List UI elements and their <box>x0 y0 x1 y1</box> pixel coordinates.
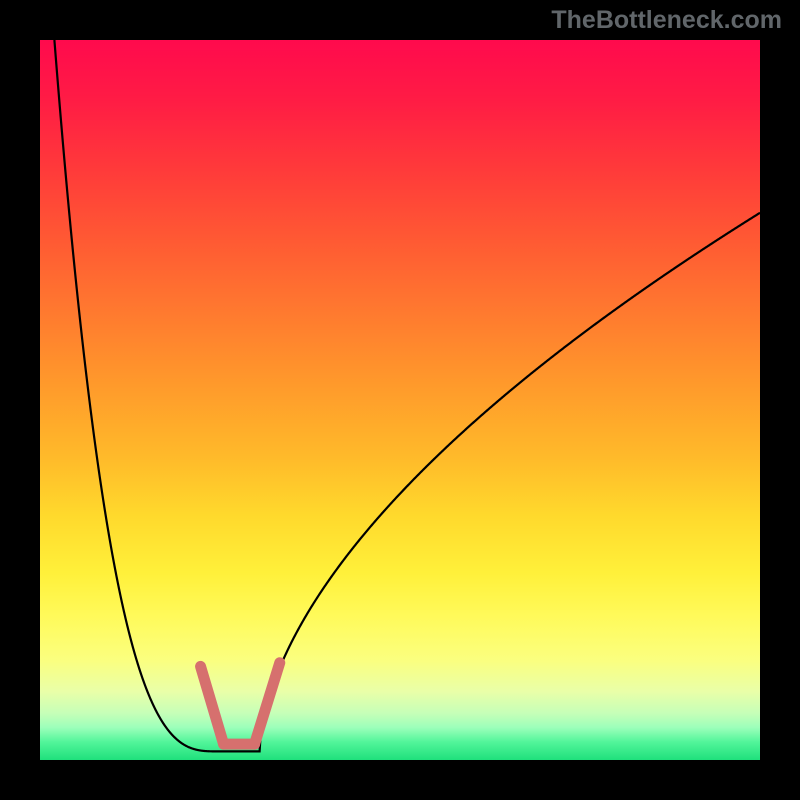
chart-svg <box>0 0 800 800</box>
chart-container: TheBottleneck.com <box>0 0 800 800</box>
watermark-text: TheBottleneck.com <box>551 6 782 35</box>
plot-background <box>40 40 760 760</box>
